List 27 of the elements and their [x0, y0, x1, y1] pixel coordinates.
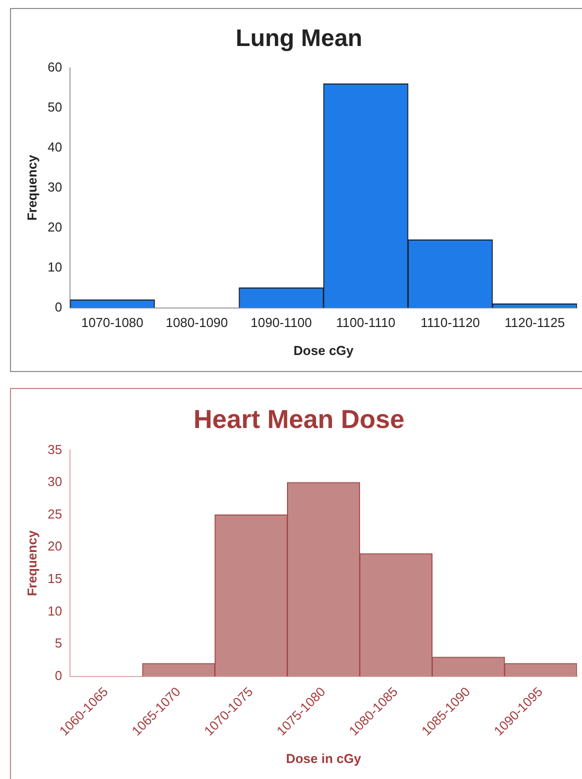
y-tick-label: 20: [48, 219, 62, 234]
x-tick-label: 1080-1090: [166, 315, 228, 330]
chart-title: Heart Mean Dose: [194, 404, 404, 434]
y-tick-label: 20: [48, 538, 62, 554]
y-tick-label: 0: [54, 668, 62, 683]
y-tick-label: 30: [48, 179, 62, 194]
y-tick-label: 50: [48, 99, 62, 114]
x-tick-label: 1090-1100: [250, 315, 312, 330]
x-tick-label: 1110-1120: [420, 315, 480, 330]
y-tick-label: 40: [48, 139, 62, 154]
x-tick-label: 1070-1080: [81, 315, 144, 330]
x-axis-title: Dose cGy: [294, 342, 354, 358]
y-tick-label: 25: [48, 506, 62, 522]
x-axis-title: Dose in cGy: [286, 750, 362, 766]
chart-title: Lung Mean: [236, 25, 362, 52]
y-tick-label: 35: [48, 442, 62, 457]
y-tick-label: 5: [54, 636, 62, 651]
x-tick-label: 1100-1110: [336, 315, 396, 330]
y-tick-label: 60: [48, 59, 62, 74]
y-tick-label: 30: [48, 474, 62, 490]
y-axis-title: Frequency: [24, 154, 40, 221]
y-tick-label: 15: [48, 571, 62, 586]
y-axis-title: Frequency: [24, 530, 40, 596]
y-tick-label: 10: [48, 603, 62, 618]
y-tick-label: 0: [54, 299, 62, 314]
y-tick-label: 10: [48, 259, 62, 274]
x-tick-label: 1120-1125: [504, 315, 565, 330]
